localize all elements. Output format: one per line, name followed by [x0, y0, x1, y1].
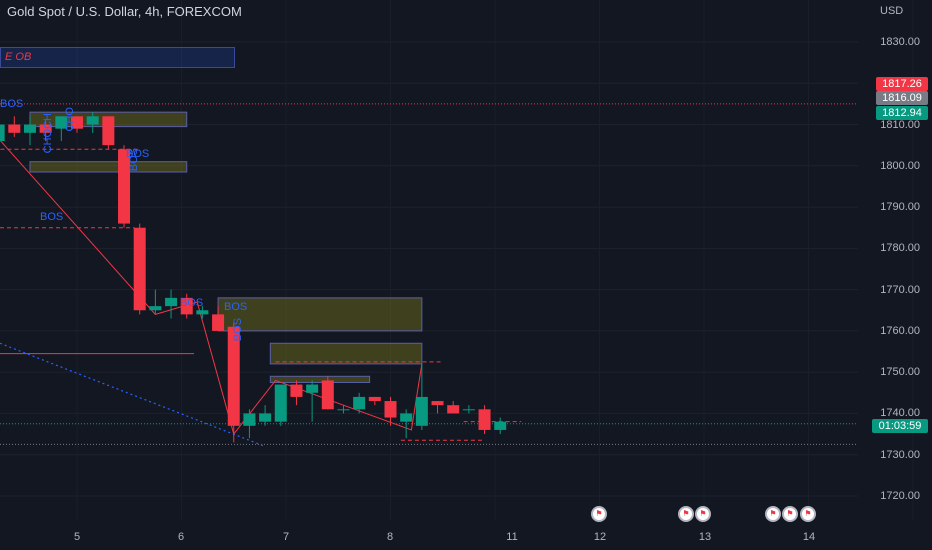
candle-30	[431, 401, 444, 406]
bos-label-c: BOS	[126, 148, 150, 160]
price-tick-10: 1730.00	[880, 448, 920, 461]
time-tick-0: 5	[73, 531, 81, 543]
candle-27	[384, 401, 397, 418]
economic-event-icon[interactable]: ⚑	[782, 506, 798, 522]
candle-15	[196, 310, 209, 315]
order-block-zone	[217, 297, 423, 332]
candle-4	[23, 124, 36, 133]
economic-event-icon[interactable]: ⚑	[695, 506, 711, 522]
candle-19	[259, 413, 272, 422]
order-block-zone	[29, 161, 188, 173]
order-block-label: E OB	[5, 51, 32, 63]
price-tick-9: 1740.00	[880, 407, 920, 420]
price-tick-6: 1770.00	[880, 283, 920, 296]
candle-17	[227, 326, 240, 426]
price-tick-3: 1800.00	[880, 159, 920, 172]
bos-label-a: BOS	[180, 297, 204, 309]
bos-label-main: BOS	[40, 211, 64, 223]
candle-25	[353, 396, 366, 410]
time-tick-7: 14	[802, 531, 816, 543]
order-block-zone	[269, 375, 371, 383]
bos-label-vertical-2: BOS	[232, 318, 244, 342]
candle-9	[102, 116, 115, 146]
time-tick-2: 7	[282, 531, 290, 543]
candle-32	[462, 409, 475, 411]
price-tick-2: 1810.00	[880, 118, 920, 131]
candle-22	[306, 384, 319, 393]
currency-label: USD	[880, 5, 904, 17]
price-label-high: 1817.26	[876, 77, 928, 91]
chart-title: Gold Spot / U.S. Dollar, 4h, FOREXCOM	[7, 4, 242, 19]
candle-2	[0, 124, 5, 142]
candle-34	[494, 421, 507, 430]
choch-label-2: CHO	[64, 107, 76, 132]
candle-8	[86, 116, 99, 125]
candle-3	[8, 124, 21, 133]
candle-23	[321, 380, 334, 410]
countdown-label: 01:03:59	[872, 419, 928, 433]
candle-14	[180, 297, 193, 315]
candle-11	[133, 227, 146, 311]
candle-26	[368, 396, 381, 402]
economic-event-icon[interactable]: ⚑	[678, 506, 694, 522]
candle-29	[415, 396, 428, 426]
order-block-label-box: E OB	[0, 47, 235, 68]
price-label-low: 1812.94	[876, 106, 928, 120]
swing-line	[0, 139, 423, 436]
time-tick-3: 8	[386, 531, 394, 543]
candle-12	[149, 306, 162, 311]
candle-31	[447, 405, 460, 414]
time-tick-6: 13	[698, 531, 712, 543]
candle-13	[165, 297, 178, 307]
price-tick-4: 1790.00	[880, 201, 920, 214]
candle-28	[400, 413, 413, 422]
bos-label-top-left: BOS	[0, 98, 24, 110]
price-tick-7: 1760.00	[880, 324, 920, 337]
price-tick-0: 1830.00	[880, 36, 920, 48]
candle-20	[274, 384, 287, 422]
choch-label: CHOCH	[42, 113, 54, 154]
candle-21	[290, 384, 303, 397]
candle-10	[118, 149, 131, 224]
candle-24	[337, 409, 350, 411]
candle-6	[55, 116, 68, 129]
price-tick-5: 1780.00	[880, 242, 920, 255]
price-tick-11: 1720.00	[880, 489, 920, 502]
candle-16	[212, 314, 225, 331]
trend-line	[0, 342, 266, 448]
candle-7	[71, 116, 83, 129]
time-tick-4: 11	[506, 531, 518, 543]
bos-label-b: BOS	[224, 301, 248, 313]
candle-33	[478, 409, 491, 430]
price-label-mid: 1816.09	[876, 91, 928, 105]
time-tick-1: 6	[177, 531, 185, 543]
order-block-zone	[269, 342, 423, 365]
economic-event-icon[interactable]: ⚑	[765, 506, 781, 522]
candle-18	[243, 413, 256, 426]
economic-event-icon[interactable]: ⚑	[591, 506, 607, 522]
economic-event-icon[interactable]: ⚑	[800, 506, 816, 522]
candle-5	[39, 124, 52, 133]
time-tick-5: 12	[593, 531, 607, 543]
price-tick-8: 1750.00	[880, 366, 920, 379]
